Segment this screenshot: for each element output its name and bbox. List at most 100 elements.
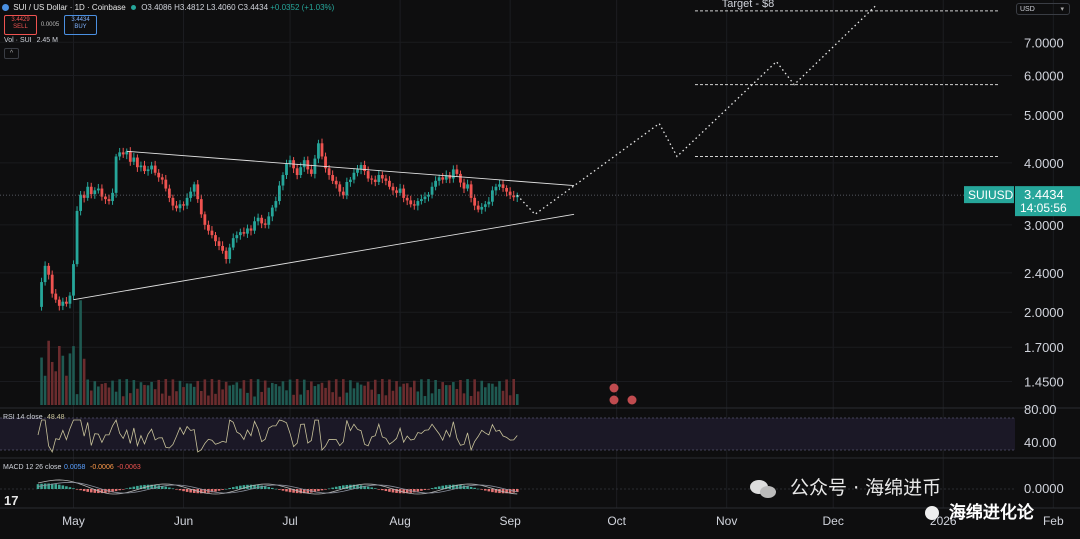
macd-histogram-bar [334, 486, 338, 489]
y-tick-label: 7.0000 [1024, 35, 1064, 50]
macd-histogram-bar [420, 489, 423, 491]
ohlc-change: +0.0352 (+1.03%) [270, 3, 335, 12]
volume-bar [320, 382, 324, 405]
volume-bar [231, 384, 235, 405]
volume-bar [480, 380, 484, 405]
volume-bar [491, 383, 494, 405]
candle-body [185, 197, 189, 206]
volume-bar [93, 381, 97, 405]
volume-bar [338, 396, 342, 405]
sell-button[interactable]: 3.4429 SELL [4, 15, 37, 35]
macd-histogram-bar [224, 488, 228, 490]
macd-histogram-bar [47, 483, 50, 489]
volume-bar [214, 393, 217, 405]
collapse-chevron-icon[interactable]: ^ [4, 48, 19, 59]
volume-bar [388, 379, 391, 405]
volume-bar [384, 395, 388, 405]
candle-body [199, 199, 203, 215]
macd-histogram-bar [164, 486, 168, 489]
candle-body [157, 172, 161, 178]
volume-bar [469, 396, 473, 405]
volume-bar [256, 379, 260, 405]
volume-bar [434, 379, 437, 405]
macd-histogram-bar [444, 485, 448, 489]
candle-body [256, 217, 260, 222]
macd-histogram-bar [288, 489, 292, 493]
pair-title[interactable]: SUI / US Dollar · 1D · Coinbase [13, 3, 126, 12]
candle-body [249, 228, 253, 231]
candle-body [370, 178, 374, 180]
macd-histogram-bar [239, 485, 242, 489]
candle-body [121, 152, 125, 155]
event-marker-icon [609, 395, 619, 405]
candle-body [192, 184, 196, 192]
candle-body [54, 293, 58, 300]
volume-bar [100, 383, 104, 405]
event-marker-icon [609, 383, 619, 393]
volume-bar [494, 386, 498, 405]
y-tick-label: 2.4000 [1024, 266, 1064, 281]
candle-body [79, 194, 82, 211]
last-price-label: 3.4434 [1024, 187, 1064, 202]
volume-bar [427, 379, 430, 405]
watermark-line2: 海绵进化论 [925, 498, 1034, 523]
macd-signal-value: -0.0006 [90, 464, 114, 471]
rsi-tick-label: 80.00 [1024, 402, 1057, 417]
macd-histogram-bar [494, 489, 498, 493]
volume-bar [164, 379, 168, 405]
macd-histogram-bar [54, 484, 58, 489]
volume-bar [508, 395, 512, 405]
candle-body [498, 184, 501, 187]
volume-bar [498, 381, 501, 405]
macd-histogram-bar [182, 489, 185, 492]
rsi-line [37, 418, 518, 454]
candle-body [93, 190, 97, 195]
volume-bar [455, 388, 459, 405]
candle-body [203, 214, 207, 225]
volume-bar [224, 381, 228, 405]
macd-histogram-bar [111, 489, 114, 492]
buy-button[interactable]: 3.4434 BUY [64, 15, 97, 35]
macd-histogram-bar [462, 485, 466, 489]
candle-body [96, 188, 100, 191]
volume-bar [58, 345, 61, 405]
macd-histogram-bar [274, 488, 278, 490]
candle-body [224, 250, 228, 260]
macd-histogram-bar [434, 487, 437, 489]
volume-bar [402, 383, 405, 405]
volume-bar [352, 388, 356, 405]
rsi-tick-label: 40.00 [1024, 435, 1057, 450]
volume-bar [327, 380, 331, 405]
volume-bar [171, 379, 175, 405]
volume-bar [395, 381, 398, 405]
candle-body [338, 184, 342, 192]
candle-body [430, 186, 434, 195]
candle-body [441, 177, 445, 180]
candle-body [345, 181, 349, 196]
rsi-label: RSI 14 close [3, 414, 43, 421]
projection-path [516, 5, 877, 216]
volume-bar [420, 379, 423, 405]
candle-body [459, 173, 462, 183]
candle-body [75, 210, 79, 265]
volume-bar [505, 379, 508, 405]
macd-histogram-bar [299, 489, 302, 494]
macd-histogram-bar [121, 489, 125, 490]
volume-bar [405, 383, 409, 405]
x-tick-label: Dec [823, 514, 844, 528]
macd-histogram-bar [356, 484, 359, 489]
volume-bar [444, 385, 448, 405]
volume-bar [313, 386, 317, 405]
currency-select[interactable]: USD ▾ [1016, 3, 1070, 15]
macd-histogram-bar [423, 489, 427, 490]
volume-bar [334, 379, 338, 405]
macd-histogram-bar [388, 489, 391, 492]
currency-label: USD [1020, 6, 1035, 13]
volume-bar [121, 396, 125, 405]
macd-histogram-bar [100, 489, 104, 494]
volume-bar [43, 375, 47, 405]
volume-bar [306, 390, 310, 405]
candle-body [434, 180, 437, 187]
macd-histogram-bar [480, 489, 484, 490]
